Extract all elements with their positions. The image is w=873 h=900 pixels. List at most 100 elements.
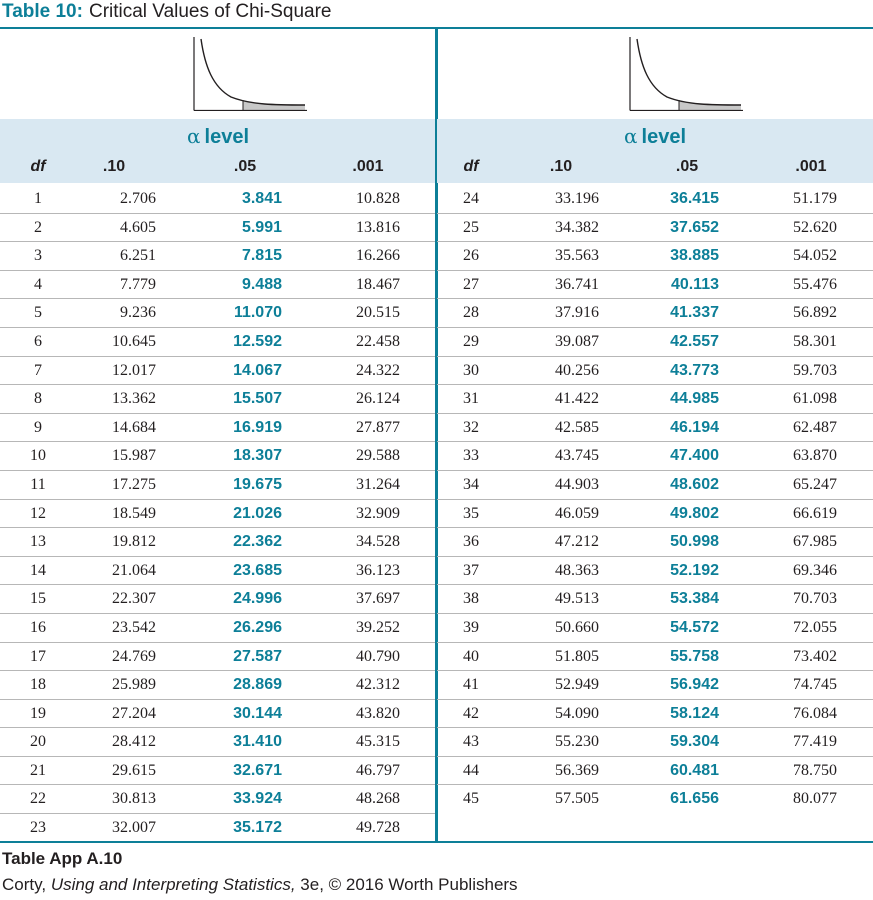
cell-alpha-10: 55.230 [555,733,599,751]
cell-alpha-10: 18.549 [112,504,156,522]
table-row: 14 21.064 23.685 36.123 [0,557,436,586]
cell-alpha-001: 54.052 [793,247,837,265]
cell-alpha-10: 6.251 [120,247,156,265]
cell-alpha-05: 47.400 [670,447,719,465]
table-row: 16 23.542 26.296 39.252 [0,614,436,643]
table-row: 7 12.017 14.067 24.322 [0,357,436,386]
cell-alpha-10: 37.916 [555,304,599,322]
table-row: 44 56.369 60.481 78.750 [437,757,873,786]
cell-alpha-10: 33.196 [555,190,599,207]
cell-alpha-05: 59.304 [670,733,719,751]
table-left-half: α level df .10 .05 .001 1 2.706 3.841 10.828… [0,29,436,842]
col-header-001: .001 [352,158,384,175]
cell-alpha-05: 46.194 [670,418,719,436]
cell-alpha-05: 40.113 [670,275,719,293]
cell-df: 12 [30,504,46,522]
cell-alpha-05: 38.885 [670,247,719,265]
cell-alpha-001: 34.528 [356,533,400,551]
table-row: 11 17.275 19.675 31.264 [0,471,436,500]
cell-alpha-05: 12.592 [233,332,282,350]
cell-df: 44 [463,761,479,779]
table-row: 22 30.813 33.924 48.268 [0,785,436,815]
cell-alpha-10: 30.813 [112,790,156,808]
cell-alpha-001: 22.458 [356,332,400,350]
right-rows: 24 33.196 36.415 51.179 25 34.382 37.652 52.620… [437,185,873,814]
table-row: 1 2.706 3.841 10.828 [0,185,436,214]
table-row: 36 47.212 50.998 67.985 [437,528,873,557]
cell-df: 8 [34,390,42,408]
cell-df: 21 [30,761,46,779]
column-header-band: α level df .10 .05 .001 [437,119,873,183]
cell-df: 23 [30,819,46,837]
cell-alpha-05: 37.652 [670,218,719,236]
cell-alpha-001: 59.703 [793,361,837,379]
cell-alpha-10: 10.645 [112,332,156,350]
cell-alpha-05: 9.488 [241,275,282,293]
table-row: 40 51.805 55.758 73.402 [437,643,873,672]
table-row: 26 35.563 38.885 54.052 [437,242,873,271]
cell-alpha-001: 73.402 [793,647,837,665]
distribution-curve [200,38,306,106]
table-row: 5 9.236 11.070 20.515 [0,299,436,328]
cell-alpha-10: 28.412 [112,733,156,751]
cell-alpha-001: 77.419 [793,733,837,751]
cell-alpha-05: 22.362 [233,533,282,551]
cell-alpha-10: 21.064 [112,561,156,579]
cell-df: 35 [463,504,479,522]
cell-df: 9 [34,418,42,436]
cell-alpha-10: 56.369 [555,761,599,779]
cell-alpha-10: 34.382 [555,218,599,236]
left-rows: 1 2.706 3.841 10.828 2 4.605 5.991 13.816 3 6.251… [0,185,436,843]
cell-alpha-10: 19.812 [112,533,156,551]
table-row: 13 19.812 22.362 34.528 [0,528,436,557]
cell-alpha-001: 20.515 [356,304,400,322]
cell-alpha-05: 55.758 [670,647,719,665]
cell-alpha-10: 27.204 [112,704,156,722]
alpha-label: level [641,126,686,148]
cell-alpha-001: 65.247 [793,475,837,493]
cell-alpha-05: 27.587 [233,647,282,665]
cell-alpha-05: 28.869 [233,676,282,694]
cell-alpha-001: 74.745 [793,676,837,694]
cell-df: 5 [34,304,42,322]
cell-alpha-10: 2.706 [120,190,156,207]
cell-df: 17 [30,647,46,665]
col-header-05: .05 [675,158,699,175]
chi-square-curve-graphic [629,37,743,111]
cell-df: 30 [463,361,479,379]
cell-alpha-001: 72.055 [793,618,837,636]
cell-alpha-001: 36.123 [356,561,400,579]
alpha-label: level [204,126,249,148]
cell-df: 29 [463,332,479,350]
cell-df: 42 [463,704,479,722]
cell-alpha-05: 18.307 [233,447,282,465]
cell-alpha-001: 49.728 [356,819,400,837]
cell-df: 39 [463,618,479,636]
cell-alpha-05: 32.671 [233,761,282,779]
cell-df: 43 [463,733,479,751]
cell-alpha-10: 36.741 [555,275,599,293]
cell-alpha-10: 50.660 [555,618,599,636]
cell-alpha-001: 42.312 [356,676,400,694]
table-row: 18 25.989 28.869 42.312 [0,671,436,700]
cell-alpha-05: 31.410 [233,733,282,751]
table-row: 23 32.007 35.172 49.728 [0,814,436,843]
table-row: 33 43.745 47.400 63.870 [437,442,873,471]
cell-alpha-001: 62.487 [793,418,837,436]
cell-alpha-001: 24.322 [356,361,400,379]
col-header-05: .05 [233,158,257,175]
cell-df: 26 [463,247,479,265]
cell-df: 41 [463,676,479,694]
table-row: 30 40.256 43.773 59.703 [437,357,873,386]
cell-alpha-10: 4.605 [120,218,156,236]
col-header-10: .10 [102,158,126,175]
cell-df: 3 [34,247,42,265]
table-caption: Table App A.10 [2,849,123,868]
table-row: 17 24.769 27.587 40.790 [0,643,436,672]
cell-alpha-05: 23.685 [233,561,282,579]
cell-alpha-05: 42.557 [670,332,719,350]
cell-df: 16 [30,618,46,636]
table-row: 41 52.949 56.942 74.745 [437,671,873,700]
cell-alpha-05: 60.481 [670,761,719,779]
cell-alpha-05: 53.384 [670,590,719,608]
